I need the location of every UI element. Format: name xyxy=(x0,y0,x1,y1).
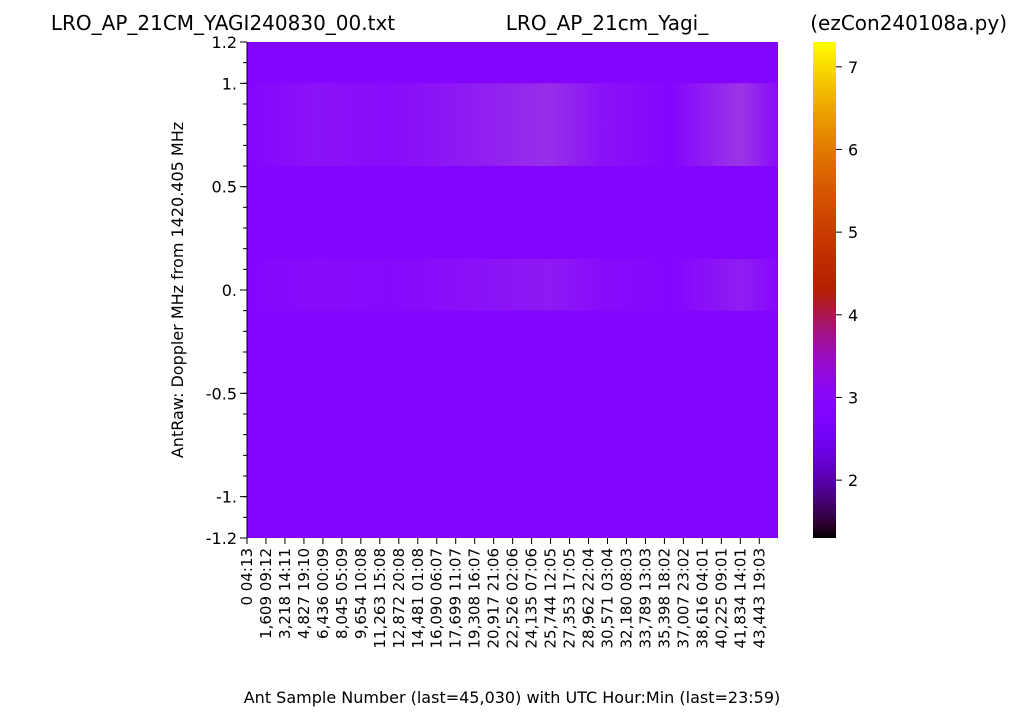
x-tick-label: 11,263 15:08 xyxy=(371,548,389,648)
y-tick-label: 1. xyxy=(222,74,237,93)
x-tick-label: 4,827 19:10 xyxy=(295,548,313,639)
y-axis: 1.2 1. 0.5 0. -0.5 -1. -1.2 xyxy=(206,33,248,548)
x-tick-label: 12,872 20:08 xyxy=(390,548,408,648)
chart-title-center: LRO_AP_21cm_Yagi_ xyxy=(506,11,709,35)
x-tick-label: 14,481 01:08 xyxy=(409,548,427,648)
colorbar-ticks: 2 3 4 5 6 7 xyxy=(836,58,858,490)
y-tick-label: 1.2 xyxy=(212,33,237,52)
x-tick-label: 9,654 10:08 xyxy=(352,548,370,639)
colorbar: 2 3 4 5 6 7 xyxy=(813,42,858,538)
x-tick-label: 27,353 17:05 xyxy=(561,548,579,648)
y-tick-label: -0.5 xyxy=(206,384,237,403)
colorbar-tick-label: 6 xyxy=(848,140,858,159)
x-tick-label: 25,744 12:05 xyxy=(542,548,560,648)
x-tick-label: 37,007 23:02 xyxy=(674,548,692,648)
chart-title-right: (ezCon240108a.py) xyxy=(810,11,1007,35)
heatmap-streaks xyxy=(247,83,778,311)
heatmap-streak-band xyxy=(247,83,778,166)
y-tick-label: -1.2 xyxy=(206,529,237,548)
x-tick-label: 30,571 03:04 xyxy=(598,548,616,648)
x-tick-label: 24,135 07:06 xyxy=(523,548,541,648)
x-axis: 0 04:13 1,609 09:12 3,218 14:11 4,827 19:10… xyxy=(238,538,768,648)
x-tick-label: 22,526 02:06 xyxy=(504,548,522,648)
x-tick-label: 35,398 18:02 xyxy=(655,548,673,648)
y-axis-label: AntRaw: Doppler MHz from 1420.405 MHz xyxy=(168,122,187,458)
x-tick-label: 17,699 11:07 xyxy=(447,548,465,648)
x-tick-label: 3,218 14:11 xyxy=(276,548,294,639)
x-tick-label: 6,436 00:09 xyxy=(314,548,332,639)
heatmap-streak-band xyxy=(247,259,778,311)
x-tick-label: 28,962 22:04 xyxy=(580,548,598,648)
x-tick-label: 20,917 21:06 xyxy=(485,548,503,648)
x-axis-label: Ant Sample Number (last=45,030) with UTC… xyxy=(244,688,781,707)
colorbar-tick-label: 3 xyxy=(848,388,858,407)
heatmap-plot xyxy=(247,42,778,538)
y-tick-label: 0. xyxy=(222,281,237,300)
y-tick-label: 0.5 xyxy=(212,178,237,197)
colorbar-tick-label: 5 xyxy=(848,223,858,242)
x-tick-label: 0 04:13 xyxy=(238,548,256,606)
colorbar-tick-label: 2 xyxy=(848,471,858,490)
x-tick-label: 43,443 19:03 xyxy=(750,548,768,648)
y-tick-label: -1. xyxy=(216,488,237,507)
x-tick-label: 32,180 08:03 xyxy=(617,548,635,648)
x-tick-label: 40,225 09:01 xyxy=(712,548,730,648)
x-tick-label: 19,308 16:07 xyxy=(466,548,484,648)
colorbar-tick-label: 7 xyxy=(848,58,858,77)
chart-title-left: LRO_AP_21CM_YAGI240830_00.txt xyxy=(51,11,395,35)
colorbar-tick-label: 4 xyxy=(848,306,858,325)
x-tick-label: 8,045 05:09 xyxy=(333,548,351,639)
x-tick-label: 1,609 09:12 xyxy=(257,548,275,639)
x-tick-label: 33,789 13:03 xyxy=(636,548,654,648)
x-tick-label: 41,834 14:01 xyxy=(731,548,749,648)
x-tick-label: 38,616 04:01 xyxy=(693,548,711,648)
colorbar-gradient xyxy=(813,42,836,538)
x-tick-label: 16,090 06:07 xyxy=(428,548,446,648)
